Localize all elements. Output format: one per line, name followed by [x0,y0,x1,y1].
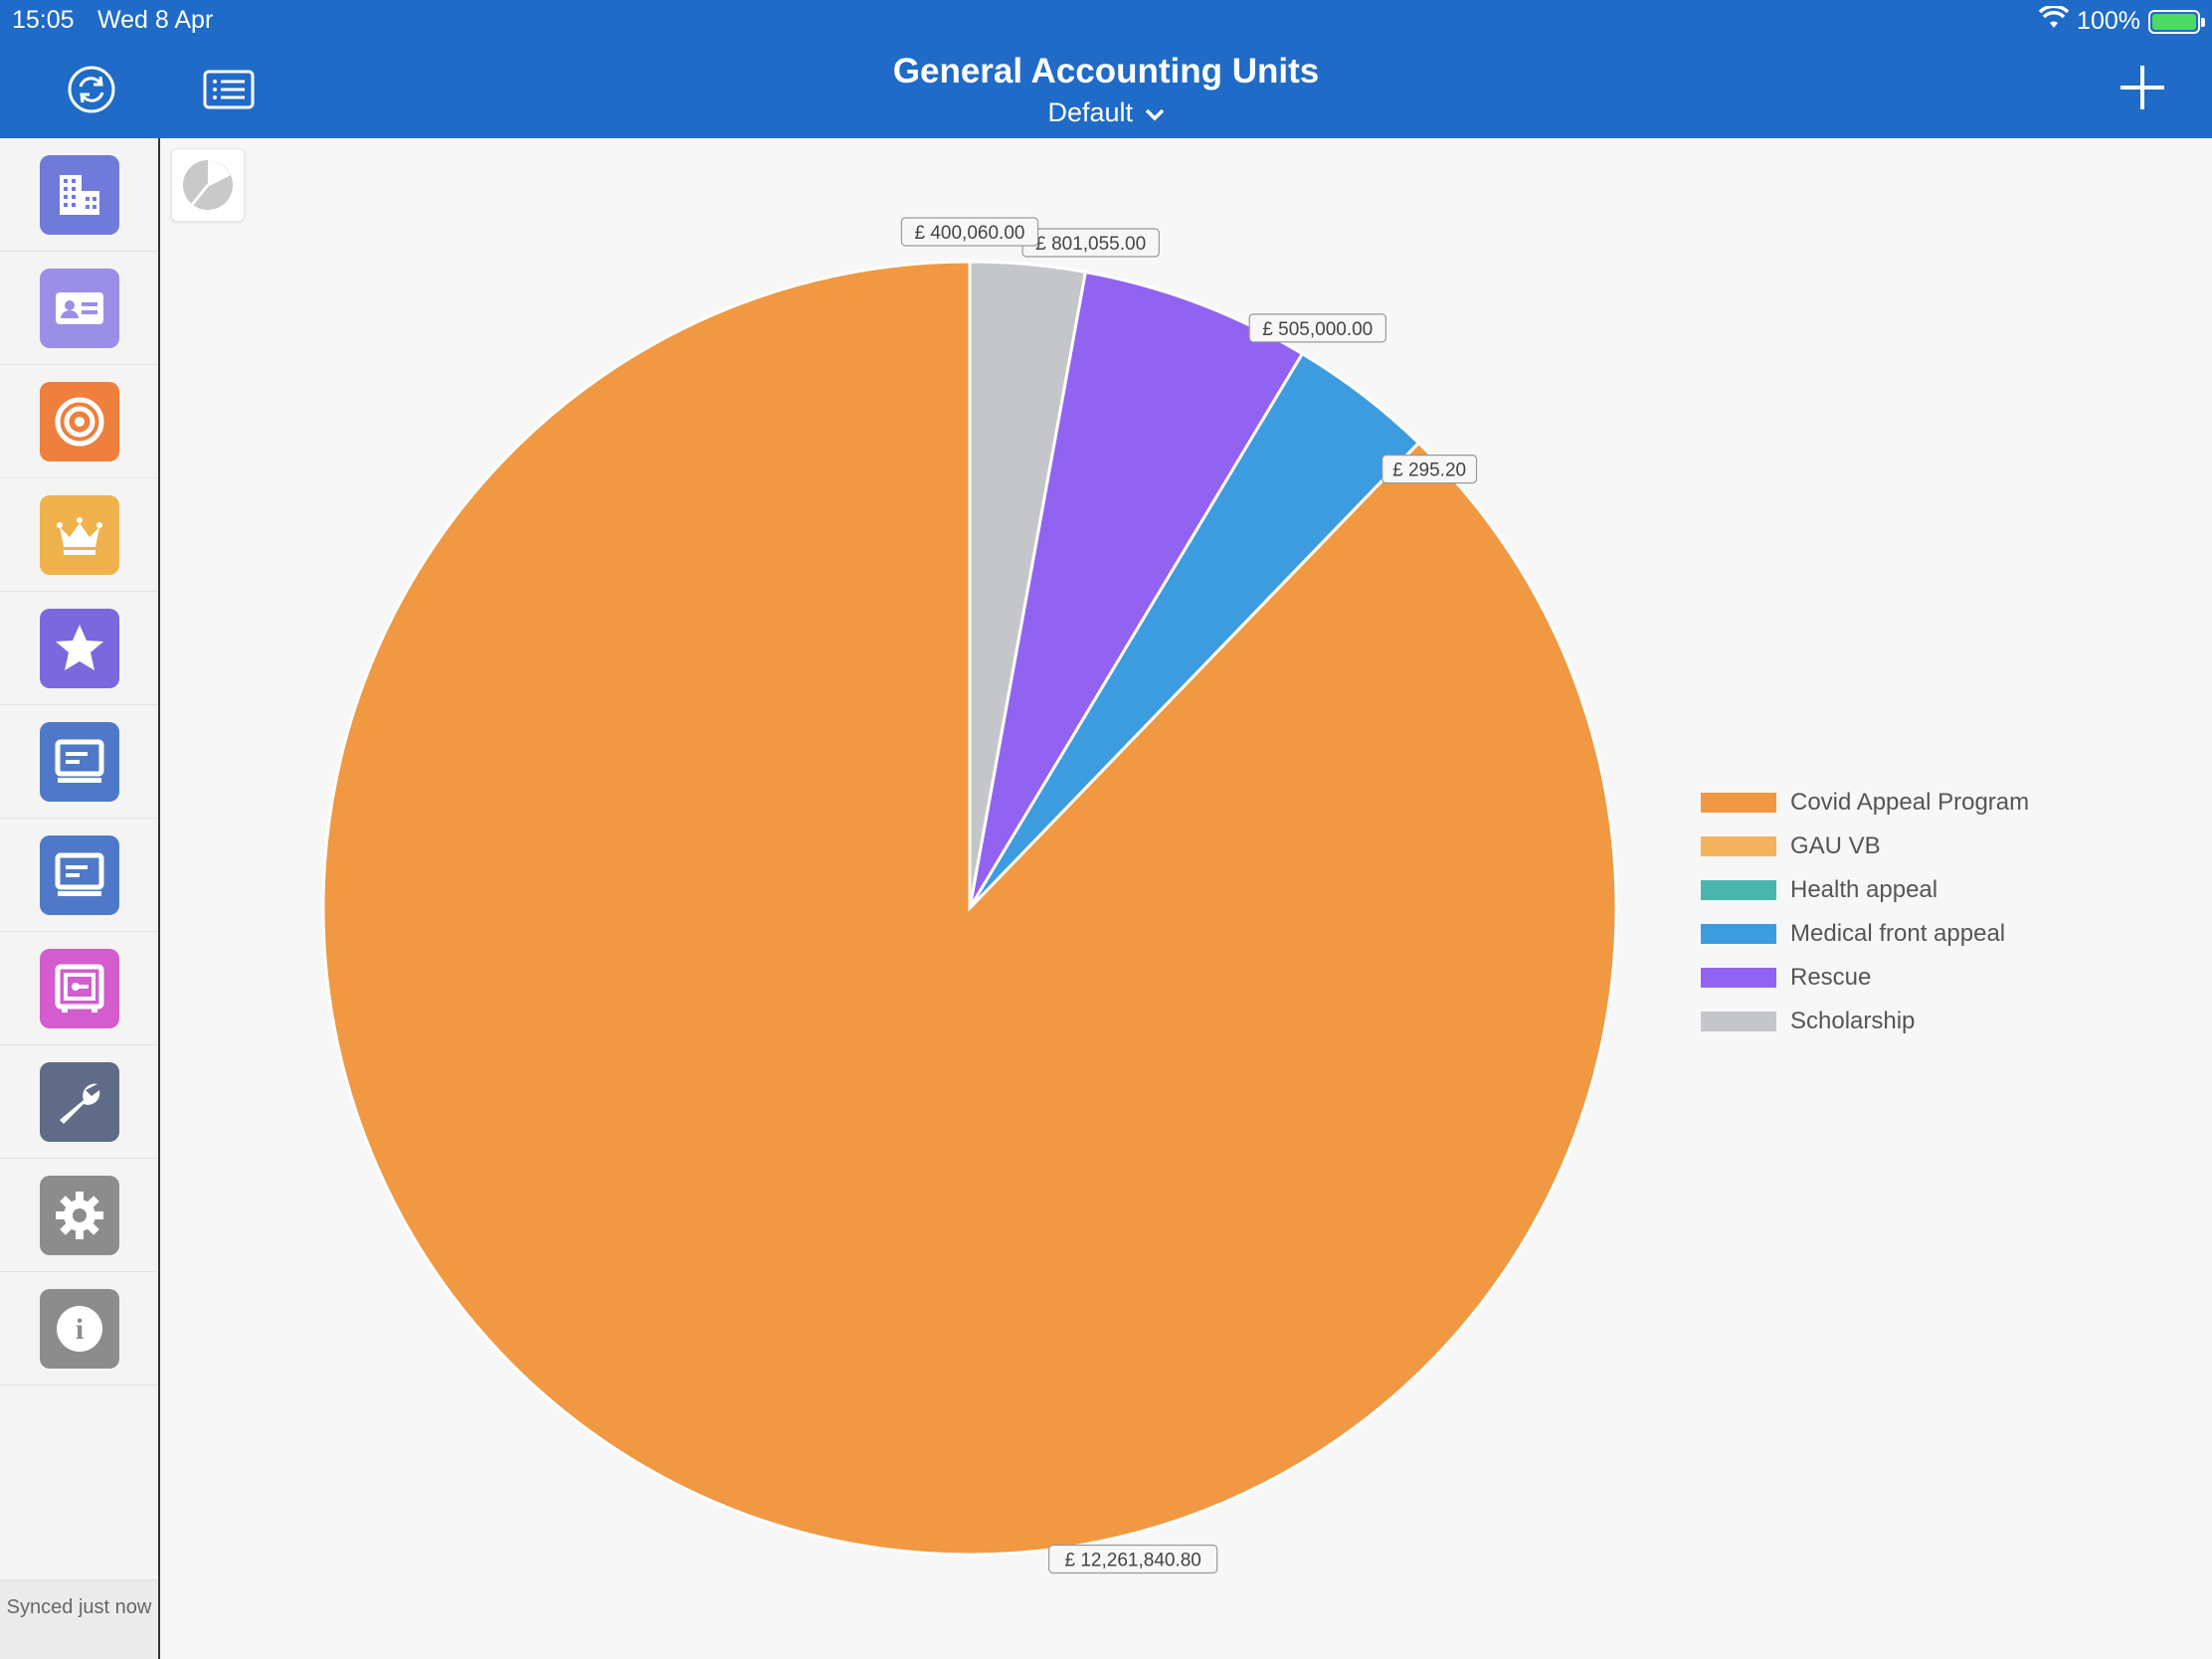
sidebar-item-5[interactable] [0,592,158,705]
sidebar-item-3[interactable] [0,365,158,478]
sidebar-item-7[interactable] [0,819,158,932]
slice-label-5: £ 801,055.00 [1021,228,1160,258]
sidebar-item-1[interactable] [0,138,158,252]
chevron-down-icon [1145,108,1164,121]
sidebar-item-2[interactable] [0,252,158,365]
legend-label: Covid Appeal Program [1790,789,2030,816]
app-header: 15:05 Wed 8 Apr 100% General Accounting … [0,0,2212,138]
svg-text:£ 400,060.00: £ 400,060.00 [915,223,1025,244]
chart-legend: Covid Appeal Program GAU VB Health appeal M… [1701,781,2029,1043]
slice-label-6: £ 400,060.00 [900,217,1039,247]
legend-item-1[interactable]: Covid Appeal Program [1701,781,2029,825]
sync-icon [68,66,115,113]
sidebar-item-6[interactable] [0,705,158,819]
view-selector[interactable]: Default [0,97,2212,128]
gear-icon [39,1175,119,1255]
slice-label-2: £ 295.20 [1382,455,1478,484]
sidebar: i Synced just now [0,138,160,1659]
pie-slice-scholarship[interactable] [968,260,1088,909]
view-selector-label: Default [1047,97,1134,127]
pie-chart-icon [183,160,233,210]
slice-label-4: £ 505,000.00 [1248,313,1386,343]
legend-label: GAU VB [1790,832,1881,859]
presentation-icon [39,834,119,915]
safe-icon [39,948,119,1028]
legend-label: Medical front appeal [1790,920,2006,947]
list-view-button[interactable] [201,62,257,117]
legend-item-6[interactable]: Scholarship [1701,1000,2029,1043]
svg-text:£ 12,261,840.80: £ 12,261,840.80 [1065,1551,1201,1571]
svg-text:£ 295.20: £ 295.20 [1392,461,1466,481]
battery-icon [2148,9,2205,34]
legend-item-3[interactable]: Health appeal [1701,868,2029,912]
legend-swatch [1701,924,1776,944]
svg-text:£ 505,000.00: £ 505,000.00 [1262,319,1373,340]
title-area: General Accounting Units Default [0,52,2212,128]
wrench-icon [39,1061,119,1142]
list-icon [203,70,255,109]
sidebar-item-4[interactable] [0,478,158,592]
status-bar: 15:05 Wed 8 Apr 100% [0,0,2212,40]
legend-label: Health appeal [1790,876,1938,903]
battery-percent: 100% [2077,7,2140,35]
sidebar-item-8[interactable] [0,932,158,1045]
status-date: Wed 8 Apr [97,6,214,34]
svg-text:i: i [75,1313,83,1346]
sidebar-item-10[interactable] [0,1159,158,1272]
wifi-icon [2038,4,2070,37]
crown-icon [39,494,119,575]
status-right: 100% [2038,4,2205,37]
legend-label: Scholarship [1790,1008,1916,1034]
sidebar-item-11[interactable]: i [0,1272,158,1385]
contact-card-icon [39,268,119,348]
legend-item-2[interactable]: GAU VB [1701,825,2029,868]
sync-button[interactable] [64,62,119,117]
legend-swatch [1701,968,1776,988]
building-icon [39,154,119,235]
page-title: General Accounting Units [892,52,1320,91]
legend-label: Rescue [1790,964,1872,991]
pie-slice-rescue[interactable] [968,270,1305,909]
legend-swatch [1701,836,1776,856]
main-content: £ 12,261,840.80 £ 295.20 £ 505,000.00 £ 801… [161,138,2212,1659]
legend-item-4[interactable]: Medical front appeal [1701,912,2029,956]
add-button[interactable] [2115,60,2170,115]
sidebar-item-9[interactable] [0,1045,158,1159]
presentation-icon [39,721,119,802]
target-icon [39,381,119,461]
svg-text:£ 801,055.00: £ 801,055.00 [1035,234,1146,255]
pie-chart: £ 12,261,840.80 £ 295.20 £ 505,000.00 £ 801… [321,217,1618,1574]
info-icon: i [39,1288,119,1369]
legend-swatch [1701,1012,1776,1031]
plus-icon [2120,66,2164,109]
legend-item-5[interactable]: Rescue [1701,956,2029,1000]
legend-swatch [1701,880,1776,900]
sync-status: Synced just now [0,1579,158,1659]
chart-type-button[interactable] [171,148,245,222]
status-time: 15:05 [12,6,75,34]
slice-label-1: £ 12,261,840.80 [1048,1544,1218,1574]
star-icon [39,608,119,688]
legend-swatch [1701,793,1776,813]
